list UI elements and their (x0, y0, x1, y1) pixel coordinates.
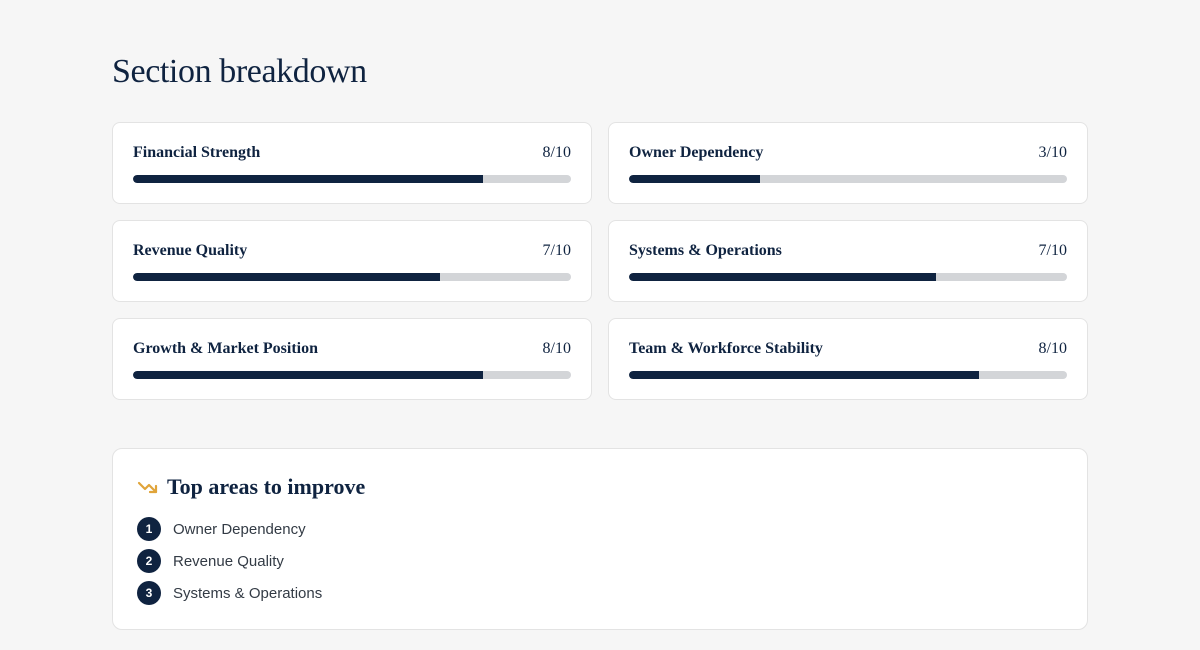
trending-down-icon (137, 477, 159, 497)
list-item: 3 Systems & Operations (137, 581, 322, 605)
section-score: 8/10 (1038, 340, 1067, 357)
score-bar-track (133, 273, 571, 281)
score-bar-fill (629, 175, 761, 183)
score-bar-fill (133, 273, 440, 281)
score-bar-fill (133, 371, 484, 379)
top-areas-header: Top areas to improve (137, 473, 365, 501)
section-score: 7/10 (1038, 242, 1067, 259)
top-areas-card: Top areas to improve 1 Owner Dependency … (112, 448, 1088, 630)
section-name: Systems & Operations (629, 242, 782, 259)
score-bar-track (629, 175, 1067, 183)
list-item: 1 Owner Dependency (137, 517, 322, 541)
section-score: 3/10 (1038, 144, 1067, 161)
top-areas-title: Top areas to improve (167, 474, 366, 499)
section-card-team-workforce-stability: Team & Workforce Stability 8/10 (608, 318, 1088, 400)
list-item: 2 Revenue Quality (137, 549, 322, 573)
rank-badge: 2 (137, 549, 161, 573)
list-item-label: Owner Dependency (173, 520, 306, 538)
score-bar-fill (133, 175, 484, 183)
section-card-systems-operations: Systems & Operations 7/10 (608, 220, 1088, 302)
score-bar-track (133, 371, 571, 379)
section-card-financial-strength: Financial Strength 8/10 (112, 122, 592, 204)
score-bar-track (133, 175, 571, 183)
rank-badge: 3 (137, 581, 161, 605)
section-name: Growth & Market Position (133, 340, 319, 357)
section-card-revenue-quality: Revenue Quality 7/10 (112, 220, 592, 302)
page-title: Section breakdown (112, 53, 367, 90)
score-bar-fill (629, 273, 936, 281)
section-grid: Financial Strength 8/10 Owner Dependency… (112, 122, 1088, 400)
list-item-label: Revenue Quality (173, 552, 284, 570)
improve-list: 1 Owner Dependency 2 Revenue Quality 3 S… (137, 517, 322, 613)
section-name: Owner Dependency (629, 144, 764, 161)
section-score: 8/10 (542, 340, 571, 357)
section-name: Financial Strength (133, 144, 261, 161)
section-name: Team & Workforce Stability (629, 340, 823, 357)
score-bar-track (629, 273, 1067, 281)
score-bar-fill (629, 371, 980, 379)
score-bar-track (629, 371, 1067, 379)
section-name: Revenue Quality (133, 242, 248, 259)
section-card-owner-dependency: Owner Dependency 3/10 (608, 122, 1088, 204)
list-item-label: Systems & Operations (173, 584, 323, 602)
section-card-growth-market-position: Growth & Market Position 8/10 (112, 318, 592, 400)
section-score: 7/10 (542, 242, 571, 259)
section-score: 8/10 (542, 144, 571, 161)
rank-badge: 1 (137, 517, 161, 541)
